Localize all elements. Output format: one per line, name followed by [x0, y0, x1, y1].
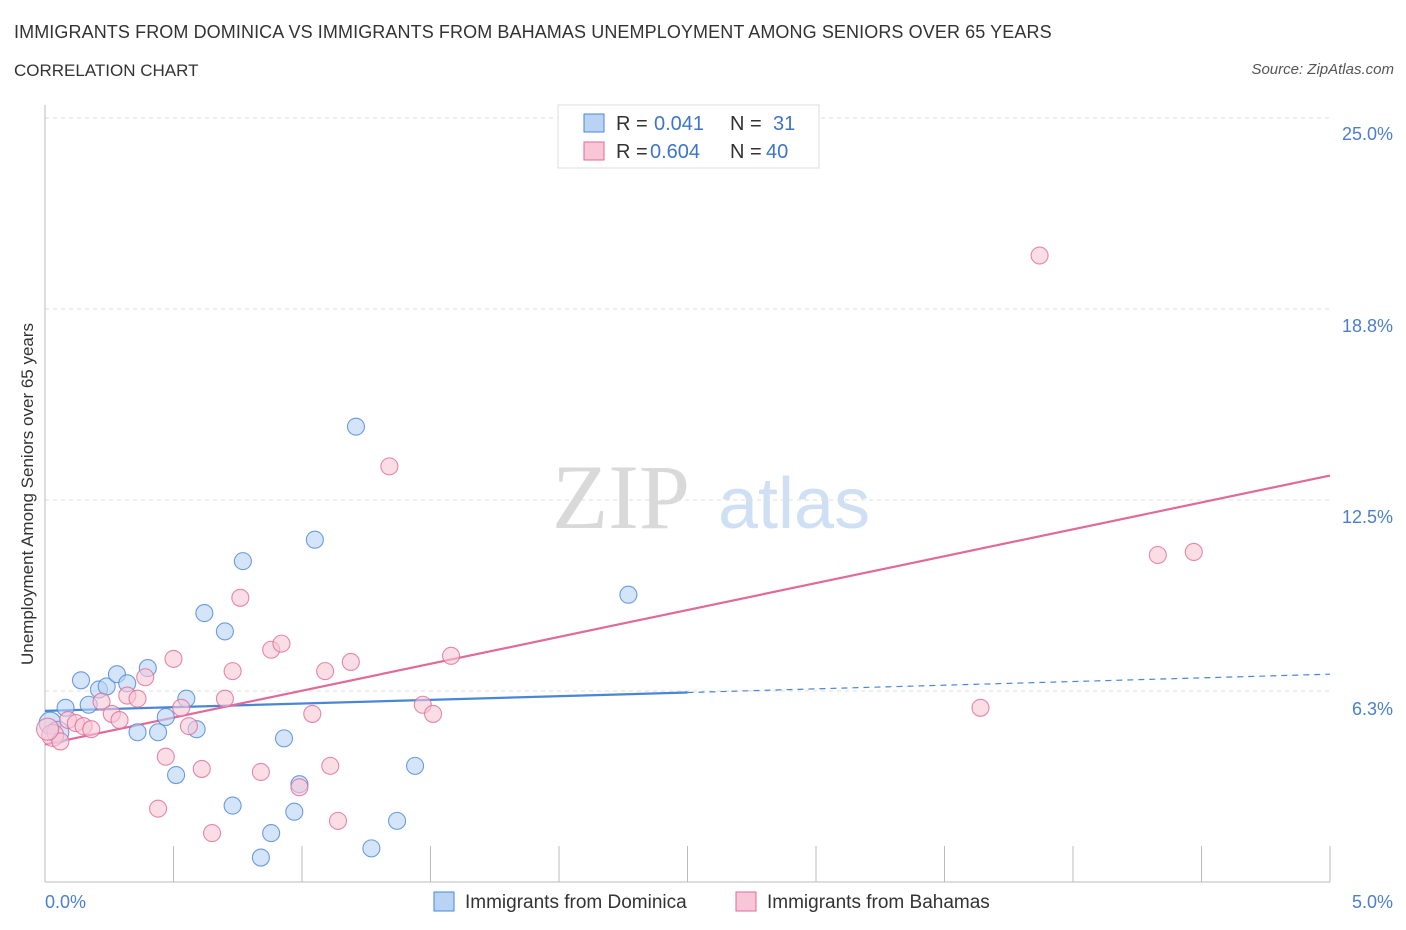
data-point-bahamas — [424, 704, 443, 723]
legend-label-bahamas: Immigrants from Bahamas — [767, 892, 990, 913]
data-point-bahamas — [231, 588, 250, 607]
data-point-dominica — [305, 530, 324, 549]
stats-box: R = 0.041 N = 31 R = 0.604 N = 40 — [557, 104, 820, 169]
data-point-dominica — [346, 417, 366, 436]
trend-line-extension-0 — [687, 673, 1331, 694]
axis-layer — [44, 105, 1331, 883]
data-point-dominica — [156, 707, 175, 727]
data-point-bahamas — [128, 689, 147, 708]
legend-swatch-dominica — [433, 891, 455, 912]
watermark-atlas: atlas — [718, 464, 870, 544]
stats-r-value: 0.604 — [650, 141, 700, 163]
data-point-bahamas — [971, 698, 990, 717]
y-tick-label: 25.0% — [1342, 124, 1393, 144]
data-point-dominica — [128, 723, 147, 742]
stats-n-value: 31 — [773, 113, 795, 135]
y-tick-label: 6.3% — [1352, 699, 1393, 719]
data-point-dominica — [215, 622, 234, 641]
y-axis-label: Unemployment Among Seniors over 65 years — [18, 323, 37, 665]
data-point-bahamas — [156, 747, 175, 766]
data-point-dominica — [233, 552, 252, 571]
data-point-bahamas — [316, 662, 335, 681]
data-point-bahamas — [164, 649, 183, 668]
data-point-dominica — [362, 839, 381, 858]
data-point-bahamas — [36, 717, 60, 741]
data-point-bahamas — [203, 824, 222, 843]
data-point-bahamas — [380, 457, 399, 476]
chart-subtitle: CORRELATION CHART — [14, 61, 199, 80]
data-point-bahamas — [251, 762, 270, 782]
legend: Immigrants from Dominica Immigrants from… — [433, 891, 990, 913]
y-tick-label: 18.8% — [1342, 316, 1393, 336]
data-point-bahamas — [321, 756, 340, 775]
data-point-dominica — [274, 729, 294, 748]
x-tick-label: 0.0% — [45, 892, 86, 912]
data-point-bahamas — [192, 759, 211, 778]
data-point-bahamas — [110, 710, 129, 730]
data-point-bahamas — [179, 717, 198, 736]
data-point-bahamas — [82, 720, 101, 739]
data-point-dominica — [619, 585, 638, 604]
data-point-dominica — [223, 796, 242, 815]
chart-title: IMMIGRANTS FROM DOMINICA VS IMMIGRANTS F… — [14, 22, 1052, 42]
data-point-bahamas — [303, 704, 322, 723]
data-point-bahamas — [172, 698, 191, 717]
data-point-bahamas — [1184, 542, 1203, 562]
data-point-bahamas — [1148, 545, 1167, 565]
x-tick-label: 5.0% — [1352, 892, 1393, 912]
data-point-bahamas — [328, 811, 348, 830]
data-point-bahamas — [215, 689, 234, 708]
data-point-bahamas — [442, 646, 461, 665]
y-tick-label: 12.5% — [1342, 507, 1393, 527]
source-credit: Source: ZipAtlas.com — [1251, 61, 1394, 78]
data-point-dominica — [285, 802, 304, 821]
data-point-bahamas — [341, 652, 360, 672]
stats-n-label: N = — [730, 113, 762, 135]
data-point-bahamas — [149, 799, 168, 818]
data-point-bahamas — [51, 732, 70, 751]
data-point-dominica — [262, 824, 281, 843]
data-point-dominica — [71, 671, 91, 690]
stats-r-value: 0.041 — [654, 113, 704, 135]
data-point-dominica — [167, 765, 186, 785]
data-point-dominica — [149, 723, 168, 742]
legend-swatch-bahamas — [735, 891, 757, 912]
data-point-bahamas — [223, 662, 242, 681]
watermark-zip: ZIP — [552, 446, 690, 548]
stats-n-label: N = — [730, 141, 762, 163]
stats-n-value: 40 — [766, 141, 788, 163]
stats-swatch-dominica — [583, 113, 605, 133]
stats-swatch-bahamas — [583, 141, 605, 161]
data-point-bahamas — [290, 778, 309, 797]
trend-line-1 — [44, 474, 1331, 746]
stats-r-label: R = — [616, 141, 648, 163]
points-layer — [36, 246, 1203, 867]
data-point-dominica — [406, 756, 425, 775]
data-point-bahamas — [272, 634, 291, 653]
stats-r-label: R = — [616, 113, 648, 135]
data-point-bahamas — [92, 692, 111, 711]
data-point-bahamas — [1030, 246, 1049, 265]
data-point-dominica — [251, 848, 270, 867]
data-point-dominica — [388, 811, 407, 830]
legend-label-dominica: Immigrants from Dominica — [465, 892, 687, 913]
trend-layer — [44, 474, 1331, 746]
data-point-bahamas — [136, 668, 155, 687]
data-point-dominica — [195, 604, 214, 623]
trend-line-0 — [44, 691, 688, 712]
